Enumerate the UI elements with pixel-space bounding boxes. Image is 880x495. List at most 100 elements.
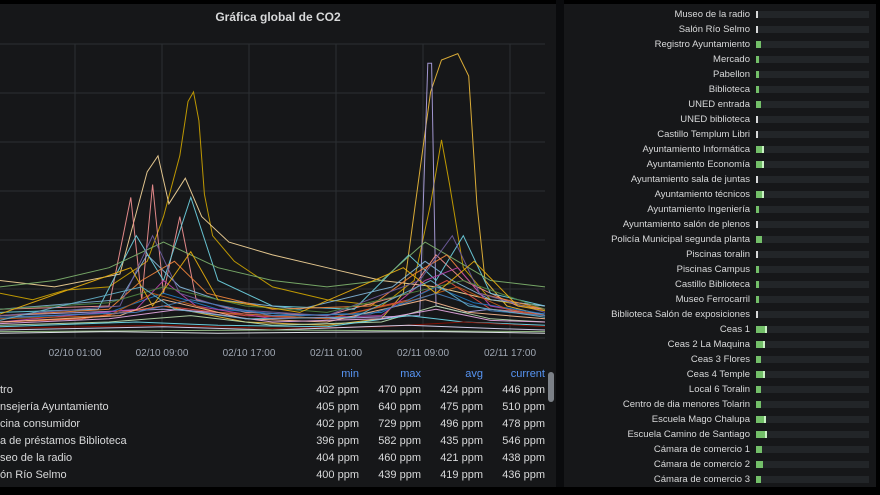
gauge-fill [756,221,759,228]
gauge-row: Pabellon [564,67,876,82]
chart-series-serie-5 [0,184,546,317]
gauge-track [756,206,869,213]
gauge-tip [765,431,768,438]
legend-max-value: 460 ppm [378,451,421,464]
co2-chart [0,43,546,339]
gauge-label: Policía Municipal segunda planta [611,234,750,245]
legend-max-value: 582 ppm [378,434,421,447]
chart-series-serie-14 [0,279,546,313]
gauge-row: Policía Municipal segunda planta [564,232,876,247]
chart-series-serie-25 [0,329,546,333]
gauge-track [756,71,869,78]
gauge-fill [756,161,764,168]
gauge-label: UNED biblioteca [680,114,750,125]
gauge-fill [756,281,760,288]
legend-row[interactable]: tro 402 ppm 470 ppm 424 ppm 446 ppm [0,381,556,398]
gauge-row: Registro Ayuntamiento [564,37,876,52]
x-tick-label: 02/10 17:00 [222,348,276,359]
gauge-track [756,326,869,333]
gauge-row: Ayuntamiento Informática [564,142,876,157]
gauge-row: Ayuntamiento Economía [564,157,876,172]
gauge-fill [756,446,762,453]
gauge-label: Ceas 1 [719,324,750,335]
gauge-tip [761,146,764,153]
gauge-fill [756,326,768,333]
gauge-fill [756,416,767,423]
gauge-track [756,296,869,303]
gauge-row: Local 6 Toralin [564,382,876,397]
gauge-row: Museo de la radio [564,7,876,22]
chart-series-serie-26 [0,331,546,334]
legend-col-current[interactable]: current [510,367,545,380]
legend-min-value: 402 ppm [316,417,359,430]
gauge-fill [756,191,764,198]
gauge-track [756,86,869,93]
legend-row[interactable]: a de préstamos Biblioteca 396 ppm 582 ppm 4… [0,432,556,449]
gauge-track [756,56,869,63]
legend-col-max[interactable]: max [400,367,421,380]
gauge-label: Pabellon [713,69,750,80]
legend-row[interactable]: nsejería Ayuntamiento 405 ppm 640 ppm 475 p… [0,398,556,415]
gauge-row: Ceas 3 Flores [564,352,876,367]
gauge-track [756,386,869,393]
legend-series-name: cina consumidor [0,417,81,430]
chart-series-serie-16 [0,305,546,326]
legend-row[interactable]: seo de la radio 404 ppm 460 ppm 421 ppm 438 … [0,449,556,466]
gauge-fill [756,356,761,363]
gauge-label: Cámara de comercio 1 [653,444,750,455]
gauge-label: Ayuntamiento Economía [646,159,750,170]
gauge-row: Centro de dia menores Tolarin [564,397,876,412]
legend-series-name: tro [0,383,13,396]
gauge-row: Museo Ferrocarril [564,292,876,307]
gauge-track [756,11,869,18]
legend-avg-value: 496 ppm [440,417,483,430]
panel-title: Gráfica global de CO2 [215,10,341,24]
gauge-label: Local 6 Toralin [688,384,750,395]
legend-avg-value: 424 ppm [440,383,483,396]
gauge-fill [756,311,759,318]
gauge-tip [765,326,768,333]
legend-avg-value: 435 ppm [440,434,483,447]
legend-col-min[interactable]: min [341,367,359,380]
gauge-tip [761,161,764,168]
gauge-label: Piscinas Campus [676,264,750,275]
gauge-row: Biblioteca [564,82,876,97]
gauge-fill [756,26,759,33]
legend-scrollbar-thumb[interactable] [548,372,554,402]
gauge-label: Piscinas toralin [686,249,750,260]
gauge-fill [756,101,761,108]
gauge-track [756,281,869,288]
location-gauge-panel: Museo de la radio Salón Río Selmo Registro… [564,4,876,487]
gauge-fill [756,71,760,78]
gauge-track [756,266,869,273]
gauge-track [756,431,869,438]
gauge-fill [756,146,764,153]
gauge-row: Ayuntamiento sala de juntas [564,172,876,187]
legend-max-value: 640 ppm [378,400,421,413]
chart-series-serie-8 [0,254,546,310]
chart-series-serie-24 [0,324,546,331]
gauge-fill [756,386,761,393]
gauge-track [756,461,869,468]
gauge-fill [756,296,760,303]
gauge-fill [756,266,760,273]
legend-row[interactable]: ón Río Selmo 400 ppm 439 ppm 419 ppm 436 ppm [0,466,556,483]
legend-col-avg[interactable]: avg [465,367,483,380]
gauge-track [756,221,869,228]
legend-row[interactable]: cina consumidor 402 ppm 729 ppm 496 ppm 478 … [0,415,556,432]
gauge-row: Biblioteca Salón de exposiciones [564,307,876,322]
x-axis-labels: 02/10 01:00 02/10 09:00 02/10 17:00 02/11 0… [0,348,556,362]
gauge-row: Ceas 1 [564,322,876,337]
gauge-track [756,371,869,378]
gauge-track [756,401,869,408]
legend-series-name: a de préstamos Biblioteca [0,434,127,447]
gauge-fill [756,461,763,468]
gauge-tip [764,416,767,423]
gauge-row: Piscinas toralin [564,247,876,262]
gauge-fill [756,341,766,348]
gauge-label: Ceas 2 La Maquina [667,339,750,350]
chart-series-serie-4 [0,154,546,307]
chart-series-serie-2 [0,52,546,326]
gauge-row: Ayuntamiento técnicos [564,187,876,202]
legend-current-value: 546 ppm [502,434,545,447]
